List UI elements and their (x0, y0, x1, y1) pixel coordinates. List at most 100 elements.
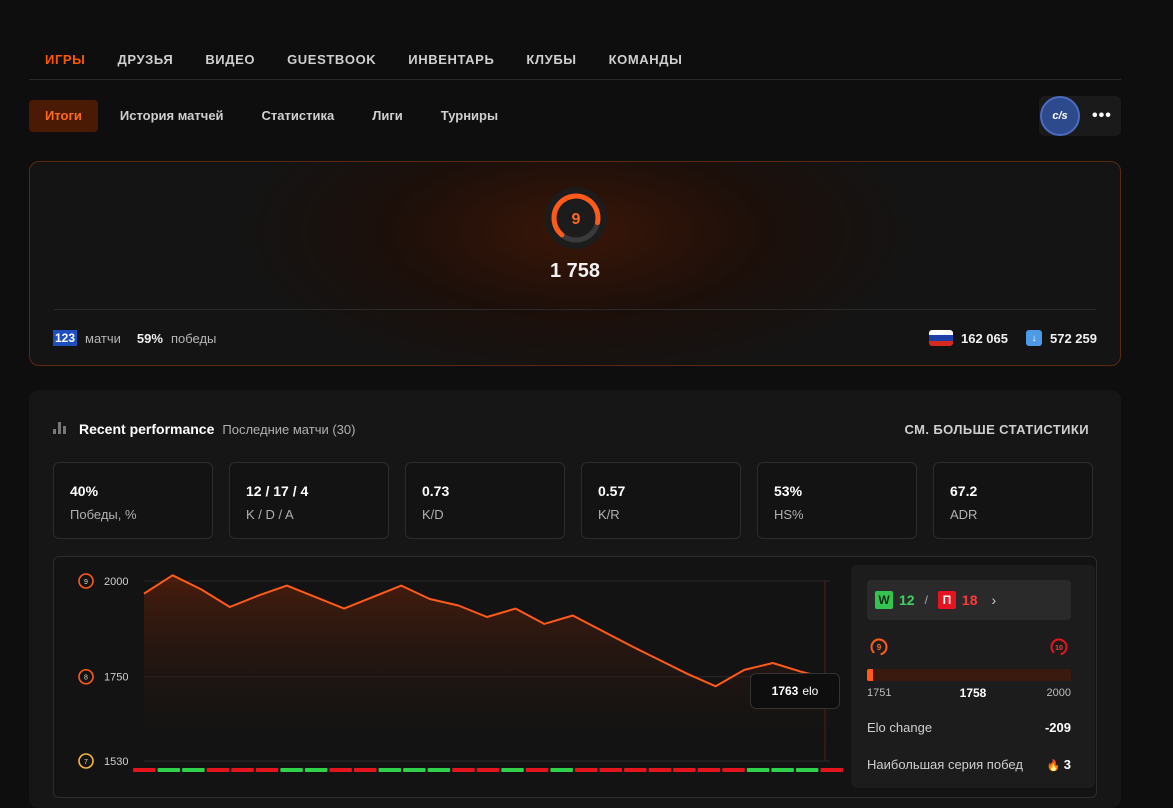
match-result-loss (574, 768, 598, 772)
losses-count: 18 (961, 592, 978, 608)
region-rank[interactable]: 572 259 (1050, 330, 1097, 346)
top-navigation: ИГРЫ ДРУЗЬЯ ВИДЕО GUESTBOOK ИНВЕНТАРЬ КЛУБЫ КО… (29, 40, 1121, 80)
y-tick-label: 2000 (104, 576, 128, 588)
sub-tab-4[interactable]: Турниры (440, 108, 499, 123)
match-result-win (182, 768, 205, 772)
match-result-loss (206, 768, 230, 772)
match-result-loss (452, 768, 475, 772)
divider (54, 309, 1096, 310)
stat-card-label: K/R (598, 507, 620, 522)
matches-label: матчи (85, 330, 121, 346)
level-ring-icon: 9 (545, 187, 607, 249)
match-result-win (550, 768, 573, 772)
win-streak-label: Наибольшая серия побед (867, 757, 1023, 772)
stat-card-value: 12 / 17 / 4 (246, 483, 309, 499)
y-tick-level-icon: 8 (78, 668, 94, 685)
top-tab-6[interactable]: КОМАНДЫ (608, 52, 683, 67)
stat-card-label: ADR (950, 507, 978, 522)
match-result-loss (722, 768, 745, 772)
elo-progress-bar (867, 669, 1071, 681)
top-tab-5[interactable]: КЛУБЫ (526, 52, 577, 67)
match-result-loss (697, 768, 721, 772)
match-result-win (795, 768, 819, 772)
level-to-label: 10 (1055, 645, 1063, 652)
elo-progress-fill (867, 669, 874, 681)
wins-count: 12 (899, 592, 915, 608)
top-tab-2[interactable]: ВИДЕО (205, 52, 256, 67)
matches-count-badge: 123 (53, 330, 78, 346)
stat-card-value: 0.73 (422, 483, 450, 499)
stat-card: 0.73 K/D (405, 462, 565, 539)
stat-card-label: K / D / A (246, 507, 294, 522)
recent-performance-panel: Recent performance Последние матчи (30) … (29, 390, 1121, 808)
russia-flag-icon (929, 330, 953, 346)
stat-card: 53% HS% (757, 462, 917, 539)
stat-card-value: 40% (70, 483, 99, 499)
sub-tab-1[interactable]: История матчей (119, 108, 224, 123)
match-result-loss (329, 768, 352, 772)
stat-card: 12 / 17 / 4 K / D / A (229, 462, 389, 539)
stat-card-value: 67.2 (950, 483, 978, 499)
results-summary: W 12 / П 18 › 9 10 1751 1758 2000 Elo ch… (851, 565, 1095, 788)
loss-badge: П (937, 591, 956, 609)
more-options-icon[interactable]: ••• (1092, 107, 1112, 124)
level-from-icon: 9 (869, 637, 889, 657)
stat-card-label: K/D (422, 507, 444, 522)
elo-value: 1 758 (549, 260, 601, 282)
chevron-right-icon[interactable]: › (991, 592, 997, 608)
top-tab-0[interactable]: ИГРЫ (45, 52, 86, 67)
sub-navigation: Итоги История матчей Статистика Лиги Турниры (29, 99, 514, 133)
bar-chart-icon (53, 422, 67, 434)
elo-change-row: Elo change -209 (867, 720, 1071, 735)
more-stats-link[interactable]: СМ. БОЛЬШЕ СТАТИСТИКИ (904, 422, 1089, 437)
win-loss-toggle[interactable]: W 12 / П 18 › (867, 580, 1071, 620)
match-result-loss (820, 768, 843, 772)
stat-card-label: Победы, % (70, 507, 137, 522)
match-result-win (427, 768, 451, 772)
range-current: 1758 (959, 686, 987, 700)
separator: / (924, 593, 928, 607)
range-max: 2000 (1046, 687, 1071, 699)
sub-tab-0[interactable]: Итоги (29, 100, 98, 132)
performance-title: Recent performance (79, 421, 215, 437)
match-result-win (501, 768, 524, 772)
match-result-win (378, 768, 402, 772)
sub-tab-3[interactable]: Лиги (372, 108, 403, 123)
ranking-stats: 162 065 ↓ 572 259 (929, 330, 1097, 346)
cs-game-icon[interactable]: c/s (1040, 96, 1080, 136)
svg-text:9: 9 (84, 579, 88, 586)
top-tab-4[interactable]: ИНВЕНТАРЬ (408, 52, 495, 67)
level-from-label: 9 (877, 643, 882, 652)
performance-subtitle: Последние матчи (30) (222, 422, 356, 437)
elo-area (144, 575, 830, 761)
chart-tooltip: 1763 elo (750, 673, 840, 709)
match-result-loss (673, 768, 696, 772)
elo-chart-svg: 9 2000 8 1750 7 1530 (78, 573, 843, 772)
stat-card: 40% Победы, % (53, 462, 213, 539)
stat-card-value: 53% (774, 483, 803, 499)
y-tick-level-icon: 9 (78, 573, 94, 589)
top-tab-1[interactable]: ДРУЗЬЯ (117, 52, 174, 67)
tooltip-value: 1763 (771, 684, 799, 698)
match-result-loss (353, 768, 377, 772)
stat-card-value: 0.57 (598, 483, 626, 499)
match-result-loss (525, 768, 549, 772)
top-tab-3[interactable]: GUESTBOOK (287, 52, 377, 67)
y-tick-level-icon: 7 (78, 753, 94, 769)
game-selector[interactable]: c/s ••• (1039, 96, 1121, 136)
match-result-win (771, 768, 794, 772)
country-rank[interactable]: 162 065 (961, 330, 1008, 346)
summary-panel: 9 1 758 123 матчи 59% победы 162 065 ↓ 5… (29, 161, 1121, 366)
svg-text:7: 7 (84, 759, 88, 766)
match-result-loss (648, 768, 672, 772)
winrate-label: победы (170, 330, 217, 346)
y-tick-label: 1750 (104, 672, 128, 684)
sub-tab-2[interactable]: Статистика (261, 108, 335, 123)
fire-icon: 🔥 (1046, 760, 1061, 772)
match-result-loss (255, 768, 279, 772)
match-result-win (157, 768, 181, 772)
stat-card-label: HS% (774, 507, 804, 522)
match-result-loss (476, 768, 500, 772)
match-result-loss (624, 768, 647, 772)
